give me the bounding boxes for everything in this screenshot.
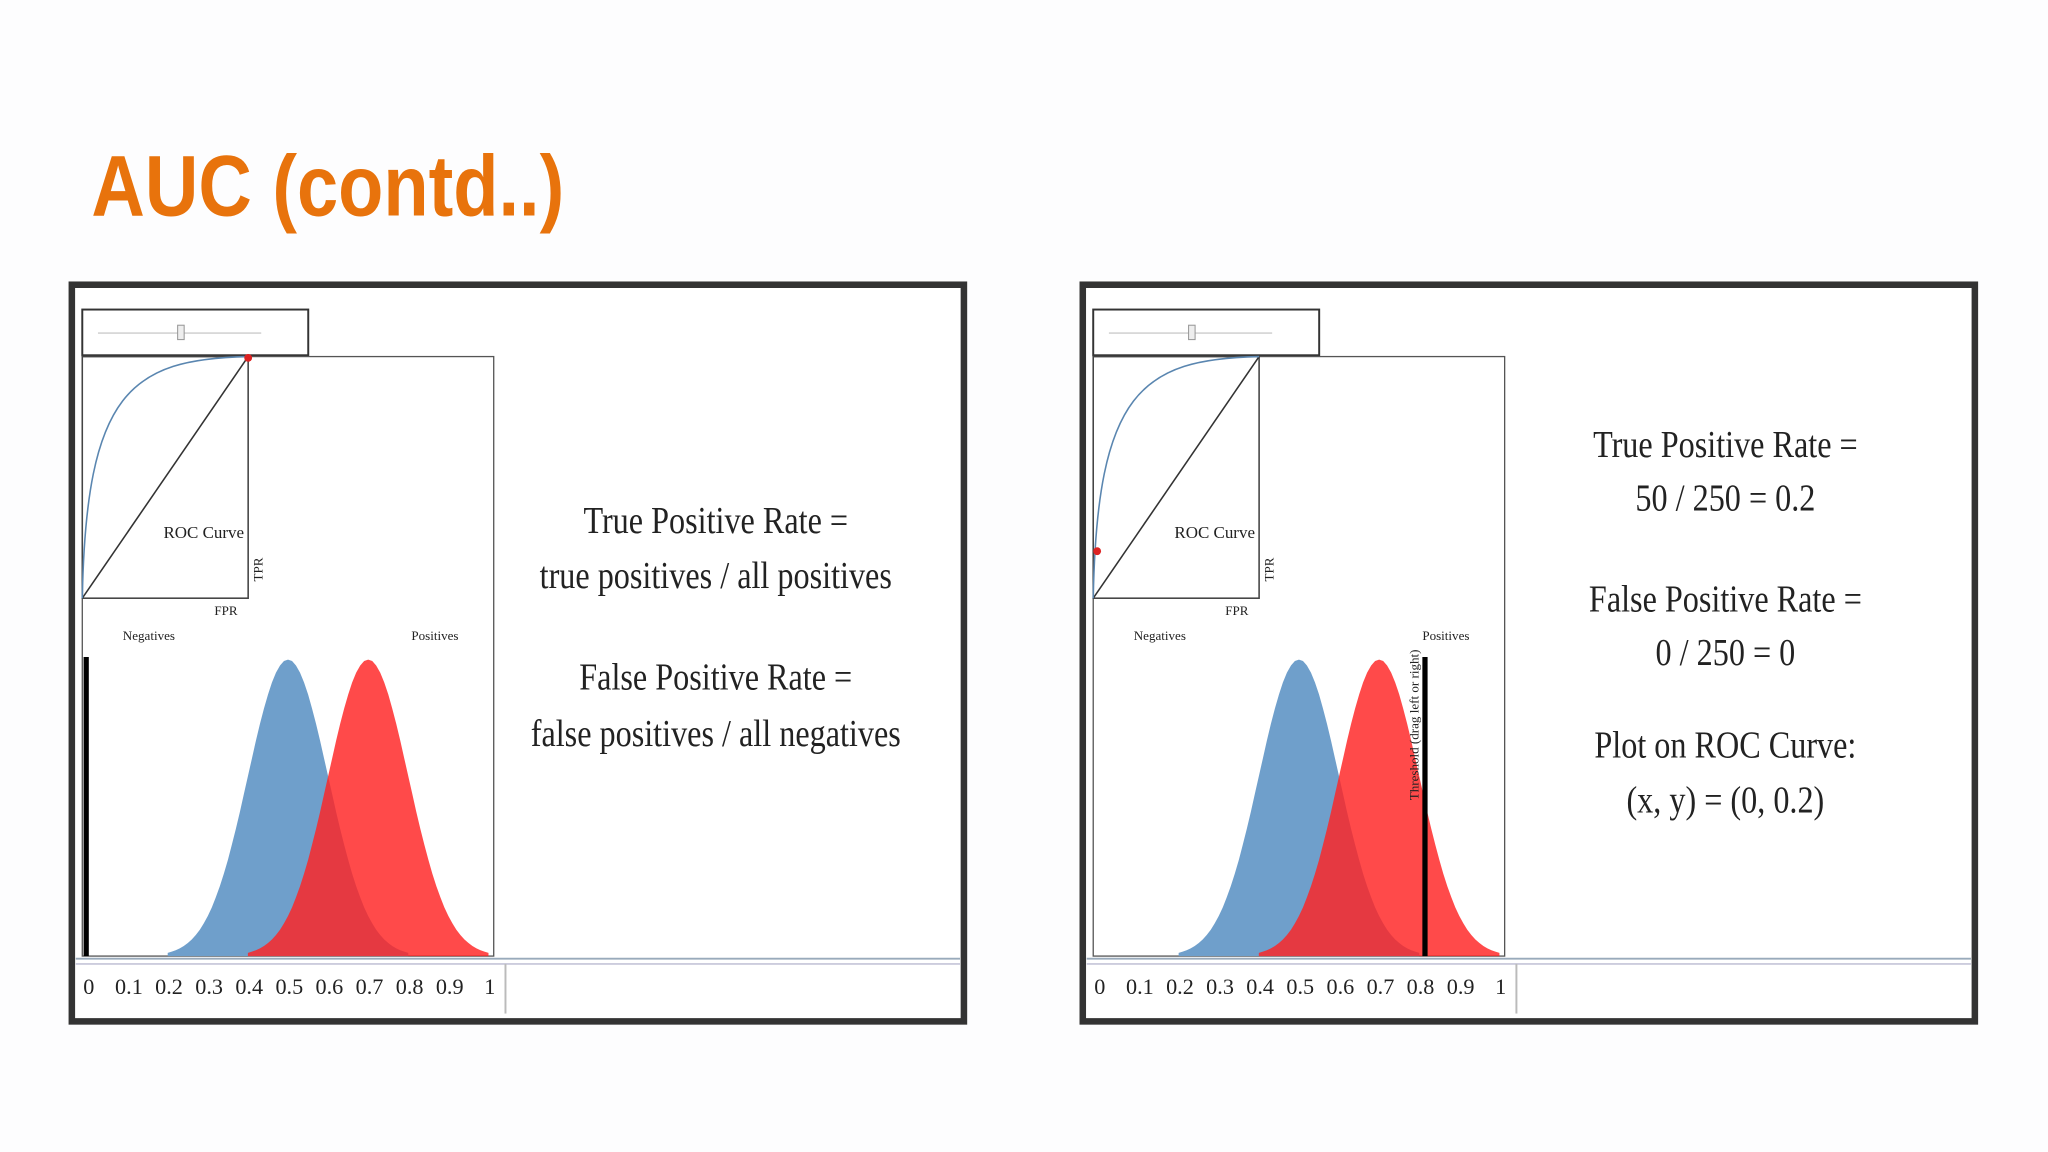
- axis-tick-label: 0.1: [1126, 974, 1154, 999]
- axis-tick-label: 0.8: [396, 974, 424, 999]
- explanation-line: true positives / all positives: [540, 554, 892, 596]
- axis-tick-label: 0.4: [1246, 974, 1274, 999]
- axis-tick-label: 0.1: [115, 974, 143, 999]
- roc-point: [1093, 547, 1102, 556]
- axis-tick-label: 0.3: [195, 974, 223, 999]
- explanation-line: False Positive Rate =: [579, 656, 852, 698]
- axis-tick-label: 0.9: [436, 974, 464, 999]
- tpr-label: TPR: [251, 557, 266, 581]
- axis-tick-label: 0.6: [1326, 974, 1354, 999]
- roc-diagonal: [81, 356, 249, 599]
- screenshot-panel: ROC Curve TPR FPR Negatives PositivesThresho…: [1079, 281, 1979, 1025]
- axis-tick-label: 1: [1495, 974, 1506, 999]
- axis-tick-label: 0.2: [1166, 974, 1194, 999]
- roc-label: ROC Curve: [163, 523, 244, 542]
- explanation-line: Plot on ROC Curve:: [1594, 724, 1856, 766]
- roc-inset: [1092, 355, 1260, 599]
- axis-bar: [1086, 957, 1971, 1015]
- axis-tick-label: 0.3: [1206, 974, 1234, 999]
- axis-tick-label: 0.7: [1367, 974, 1395, 999]
- threshold-label: Threshold (drag left or right): [1406, 650, 1421, 801]
- axis-tick-label: 0: [83, 974, 94, 999]
- explanation-line: 50 / 250 = 0.2: [1635, 477, 1815, 519]
- axis-tick-label: 0.8: [1407, 974, 1435, 999]
- explanation-line: 0 / 250 = 0: [1656, 631, 1796, 673]
- roc-curve: [81, 355, 249, 599]
- panel-frame: [1079, 281, 1979, 1025]
- explanation-line: False Positive Rate =: [1589, 578, 1862, 620]
- slider-thumb: [1188, 324, 1196, 341]
- slide-title: AUC (contd..): [91, 139, 564, 235]
- screenshot-panel: ROC Curve TPR FPR Negatives Positives 0 0.1 0.2…: [68, 281, 968, 1025]
- roc-label: ROC Curve: [1174, 523, 1255, 542]
- explanation-line: false positives / all negatives: [531, 712, 901, 754]
- tpr-label: TPR: [1261, 557, 1276, 581]
- slider-thumb: [177, 324, 185, 341]
- axis-bar: [75, 957, 960, 1015]
- explanation-line: True Positive Rate =: [1593, 424, 1858, 466]
- fpr-label: FPR: [214, 603, 238, 618]
- roc-inset: [81, 355, 249, 599]
- axis-tick-label: 0.6: [316, 974, 344, 999]
- axis-tick-label: 0.9: [1447, 974, 1475, 999]
- axis-tick-label: 1: [484, 974, 495, 999]
- roc-point: [244, 353, 253, 362]
- roc-diagonal: [1092, 356, 1260, 599]
- positives-label: Positives: [1422, 628, 1469, 643]
- fpr-label: FPR: [1225, 603, 1249, 618]
- axis-tick-label: 0.5: [1286, 974, 1314, 999]
- positives-label: Positives: [411, 628, 458, 643]
- negatives-label: Negatives: [1134, 628, 1186, 643]
- positives-distribution: [247, 659, 489, 957]
- panel-frame: [68, 281, 968, 1025]
- axis-tick-label: 0: [1094, 974, 1105, 999]
- axis-tick-label: 0.5: [275, 974, 303, 999]
- axis-tick-label: 0.2: [155, 974, 183, 999]
- explanation-line: (x, y) = (0, 0.2): [1626, 779, 1824, 821]
- roc-curve: [1092, 355, 1260, 599]
- positives-distribution: [1258, 659, 1500, 957]
- axis-tick-label: 0.4: [235, 974, 263, 999]
- explanation-line: True Positive Rate =: [583, 499, 848, 541]
- axis-tick-label: 0.7: [356, 974, 384, 999]
- negatives-label: Negatives: [123, 628, 175, 643]
